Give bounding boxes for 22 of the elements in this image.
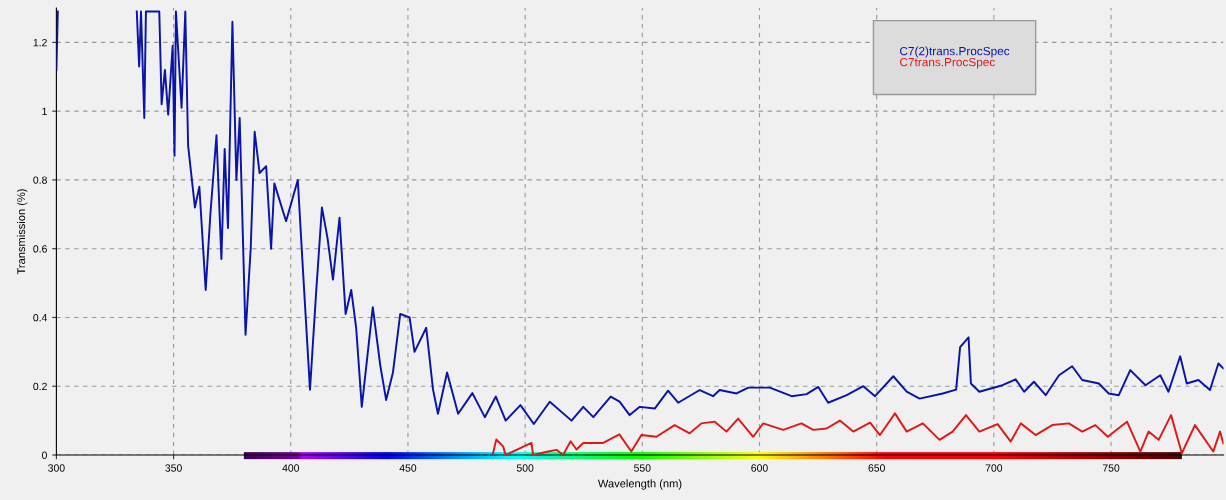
y-tick-label: 1 bbox=[42, 107, 47, 115]
x-tick-label: 500 bbox=[516, 464, 534, 472]
y-tick-label: 0.4 bbox=[33, 313, 48, 322]
y-tick-label: 1.2 bbox=[33, 38, 47, 47]
x-tick-label: 400 bbox=[282, 464, 300, 472]
y-tick-label: 0.2 bbox=[33, 382, 47, 391]
x-tick-label: 550 bbox=[634, 464, 651, 472]
y-axis-title: Transmission (%) bbox=[16, 189, 28, 275]
y-tick-label: 0.8 bbox=[33, 176, 47, 184]
x-tick-label: 450 bbox=[399, 464, 417, 472]
y-tick-label: 0.6 bbox=[33, 245, 47, 253]
text: C7(2)trans.ProcSpec bbox=[900, 46, 1010, 58]
x-tick-label: 300 bbox=[48, 464, 65, 472]
x-axis-title: Wavelength (nm) bbox=[597, 479, 682, 490]
x-tick-label: 600 bbox=[751, 464, 768, 472]
x-tick-label: 650 bbox=[868, 464, 885, 472]
y-tick-label: 0 bbox=[41, 451, 47, 459]
text: C7trans.ProcSpec bbox=[900, 57, 995, 69]
x-tick-label: 350 bbox=[165, 464, 182, 472]
x-tick-label: 700 bbox=[985, 464, 1003, 472]
x-tick-label: 750 bbox=[1102, 464, 1120, 472]
line-series bbox=[492, 412, 1224, 455]
